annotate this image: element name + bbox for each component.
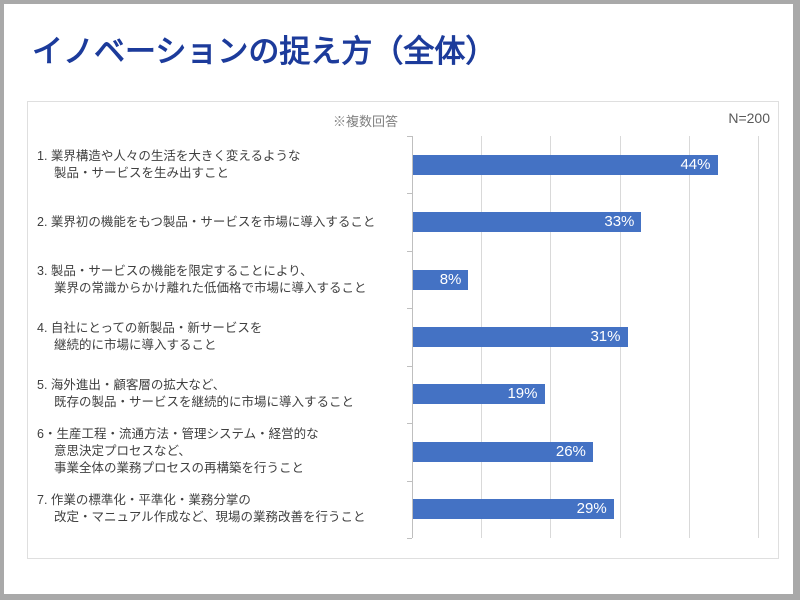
bar: 19%	[413, 384, 545, 405]
bar-value-label: 33%	[604, 213, 635, 231]
category-label-line: 1. 業界構造や人々の生活を大きく変えるような	[37, 148, 301, 163]
category-label: 4. 自社にとっての新製品・新サービスを継続的に市場に導入すること	[37, 308, 409, 365]
category-label-line: 3. 製品・サービスの機能を限定することにより、	[37, 263, 313, 278]
category-label-text: 4. 自社にとっての新製品・新サービスを継続的に市場に導入すること	[37, 320, 262, 354]
sample-size-label: N=200	[728, 110, 770, 126]
bar-value-label: 44%	[680, 155, 711, 173]
bar-value-label: 8%	[439, 270, 462, 288]
bar-value-label: 19%	[507, 385, 538, 403]
category-label-line: 既存の製品・サービスを継続的に市場に導入すること	[54, 395, 355, 410]
category-label: 3. 製品・サービスの機能を限定することにより、業界の常識からかけ離れた低価格で…	[37, 251, 409, 308]
category-label: 6・生産工程・流通方法・管理システム・経営的な意思決定プロセスなど、事業全体の業…	[37, 423, 409, 480]
chart-note: ※複数回答	[333, 114, 399, 129]
bar: 29%	[413, 499, 614, 520]
bar: 8%	[413, 269, 469, 290]
gridline	[688, 136, 690, 538]
axis-tick	[407, 193, 412, 194]
axis-tick	[407, 251, 412, 252]
bar-value-label: 31%	[590, 328, 621, 345]
category-label: 1. 業界構造や人々の生活を大きく変えるような製品・サービスを生み出すこと	[37, 136, 409, 193]
page-title: イノベーションの捉え方（全体）	[32, 34, 497, 69]
category-label-text: 7. 作業の標準化・平準化・業務分掌の改定・マニュアル作成など、現場の業務改善を…	[37, 492, 366, 526]
category-label-text: 5. 海外進出・顧客層の拡大など、既存の製品・サービスを継続的に市場に導入するこ…	[37, 377, 354, 411]
category-label-line: 意思決定プロセスなど、	[54, 444, 191, 459]
category-labels: 1. 業界構造や人々の生活を大きく変えるような製品・サービスを生み出すこと 2. …	[37, 136, 409, 538]
axis-tick	[407, 538, 412, 539]
chart-panel: ※複数回答 N=200 1. 業界構造や人々の生活を大きく変えるような製品・サー…	[27, 101, 779, 559]
category-label-line: 4. 自社にとっての新製品・新サービスを	[37, 320, 263, 335]
axis-tick	[407, 366, 412, 367]
axis-tick	[407, 481, 412, 482]
category-label-line: 2. 業界初の機能をもつ製品・サービスを市場に導入すること	[37, 214, 376, 229]
category-label-text: 1. 業界構造や人々の生活を大きく変えるような製品・サービスを生み出すこと	[37, 148, 301, 182]
category-label-line: 6・生産工程・流通方法・管理システム・経営的な	[37, 427, 319, 442]
bar: 26%	[413, 441, 593, 462]
axis-tick	[407, 136, 412, 137]
gridline	[758, 136, 759, 538]
bar: 31%	[413, 327, 628, 347]
category-label-line: 製品・サービスを生み出すこと	[54, 165, 230, 180]
bar: 44%	[413, 154, 718, 175]
axis-tick	[407, 423, 412, 424]
plot-area: 44% 33% 8% 31% 19% 26% 29%	[407, 136, 759, 539]
category-label-line: 改定・マニュアル作成など、現場の業務改善を行うこと	[54, 510, 366, 525]
axis-tick	[407, 308, 412, 309]
bar-value-label: 29%	[576, 500, 607, 518]
category-label-line: 業界の常識からかけ離れた低価格で市場に導入すること	[54, 280, 367, 295]
category-label-text: 6・生産工程・流通方法・管理システム・経営的な意思決定プロセスなど、事業全体の業…	[37, 426, 319, 477]
bar-value-label: 26%	[555, 442, 586, 460]
category-label: 2. 業界初の機能をもつ製品・サービスを市場に導入すること	[37, 193, 409, 250]
category-axis-line	[412, 136, 413, 538]
category-label-line: 5. 海外進出・顧客層の拡大など、	[37, 378, 226, 393]
category-label-text: 3. 製品・サービスの機能を限定することにより、業界の常識からかけ離れた低価格で…	[37, 263, 367, 297]
category-label: 5. 海外進出・顧客層の拡大など、既存の製品・サービスを継続的に市場に導入するこ…	[37, 366, 409, 423]
bar: 33%	[413, 212, 642, 233]
category-label-line: 7. 作業の標準化・平準化・業務分掌の	[37, 493, 251, 508]
category-label-text: 2. 業界初の機能をもつ製品・サービスを市場に導入すること	[37, 214, 375, 231]
category-label-line: 継続的に市場に導入すること	[54, 337, 217, 352]
category-label-line: 事業全体の業務プロセスの再構築を行うこと	[54, 461, 305, 476]
category-label: 7. 作業の標準化・平準化・業務分掌の改定・マニュアル作成など、現場の業務改善を…	[37, 481, 409, 538]
